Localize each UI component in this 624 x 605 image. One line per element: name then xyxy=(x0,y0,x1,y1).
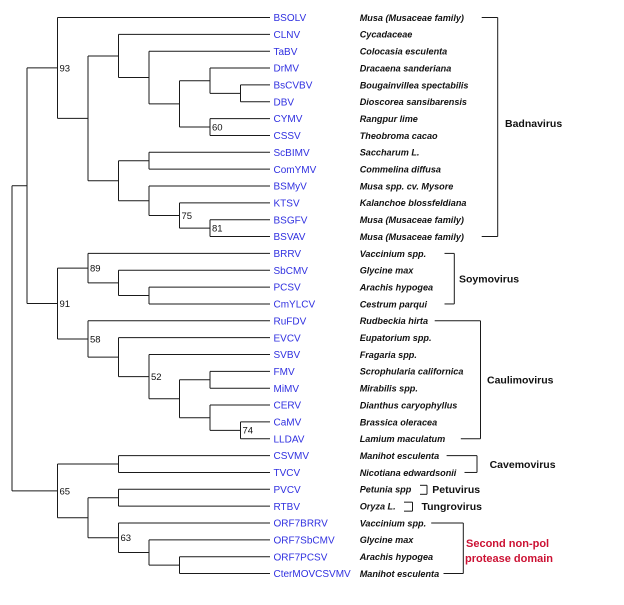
svg-text:Arachis hypogea: Arachis hypogea xyxy=(359,282,433,292)
svg-text:CaMV: CaMV xyxy=(274,418,302,429)
svg-text:MiMV: MiMV xyxy=(274,384,300,395)
svg-text:protease domain: protease domain xyxy=(465,553,553,565)
svg-text:58: 58 xyxy=(90,334,101,345)
svg-text:Nicotiana edwardsonii: Nicotiana edwardsonii xyxy=(360,468,457,478)
svg-text:Dianthus caryophyllus: Dianthus caryophyllus xyxy=(360,400,458,410)
svg-text:Colocasia esculenta: Colocasia esculenta xyxy=(360,46,448,56)
svg-text:Manihot esculenta: Manihot esculenta xyxy=(360,451,439,461)
svg-text:Glycine max: Glycine max xyxy=(360,535,414,545)
svg-text:BSVAV: BSVAV xyxy=(274,232,306,243)
svg-text:TaBV: TaBV xyxy=(274,47,298,58)
svg-text:Tungrovirus: Tungrovirus xyxy=(422,501,483,513)
svg-text:Soymovirus: Soymovirus xyxy=(459,273,519,285)
svg-text:Eupatorium spp.: Eupatorium spp. xyxy=(360,333,432,343)
svg-text:Scrophularia californica: Scrophularia californica xyxy=(360,367,464,377)
svg-text:Saccharum L.: Saccharum L. xyxy=(360,148,420,158)
svg-text:ORF7SbCMV: ORF7SbCMV xyxy=(274,535,335,546)
svg-text:TVCV: TVCV xyxy=(274,468,301,479)
svg-text:89: 89 xyxy=(90,264,101,275)
svg-text:Rangpur lime: Rangpur lime xyxy=(360,114,418,124)
svg-text:CSSV: CSSV xyxy=(274,131,302,142)
svg-text:CLNV: CLNV xyxy=(274,30,301,41)
svg-text:Musa spp. cv. Mysore: Musa spp. cv. Mysore xyxy=(360,181,454,191)
svg-text:BSMyV: BSMyV xyxy=(274,182,308,193)
svg-text:Glycine max: Glycine max xyxy=(360,265,414,275)
svg-text:Musa (Musaceae family): Musa (Musaceae family) xyxy=(360,13,464,23)
svg-text:Petunia spp: Petunia spp xyxy=(360,485,412,495)
svg-text:Arachis hypogea: Arachis hypogea xyxy=(359,552,433,562)
svg-text:CERV: CERV xyxy=(274,401,302,412)
svg-text:BSOLV: BSOLV xyxy=(274,13,307,24)
svg-text:BSGFV: BSGFV xyxy=(274,215,308,226)
svg-text:CSVMV: CSVMV xyxy=(274,451,310,462)
svg-text:91: 91 xyxy=(60,299,71,310)
svg-text:Theobroma cacao: Theobroma cacao xyxy=(360,131,438,141)
svg-text:52: 52 xyxy=(151,372,162,383)
svg-text:Oryza L.: Oryza L. xyxy=(360,501,396,511)
svg-text:PVCV: PVCV xyxy=(274,485,302,496)
svg-text:Cycadaceae: Cycadaceae xyxy=(360,30,413,40)
svg-text:ComYMV: ComYMV xyxy=(274,165,317,176)
svg-text:CmYLCV: CmYLCV xyxy=(274,300,316,311)
svg-text:Fragaria spp.: Fragaria spp. xyxy=(360,350,417,360)
svg-text:Kalanchoe blossfeldiana: Kalanchoe blossfeldiana xyxy=(360,198,467,208)
svg-text:ORF7PCSV: ORF7PCSV xyxy=(274,552,328,563)
svg-text:Musa (Musaceae family): Musa (Musaceae family) xyxy=(360,215,464,225)
svg-text:Brassica oleracea: Brassica oleracea xyxy=(360,417,437,427)
svg-text:DrMV: DrMV xyxy=(274,64,300,75)
svg-text:PCSV: PCSV xyxy=(274,283,302,294)
svg-text:Second non-pol: Second non-pol xyxy=(466,538,549,550)
svg-text:SVBV: SVBV xyxy=(274,350,301,361)
svg-text:Caulimovirus: Caulimovirus xyxy=(487,375,554,387)
svg-text:Mirabilis spp.: Mirabilis spp. xyxy=(360,383,418,393)
svg-text:60: 60 xyxy=(212,122,223,133)
svg-text:RuFDV: RuFDV xyxy=(274,316,307,327)
svg-text:Dioscorea sansibarensis: Dioscorea sansibarensis xyxy=(360,97,467,107)
svg-text:63: 63 xyxy=(121,533,132,544)
svg-text:Cavemovirus: Cavemovirus xyxy=(490,459,556,471)
svg-text:81: 81 xyxy=(212,224,223,235)
svg-text:Dracaena sanderiana: Dracaena sanderiana xyxy=(360,63,452,73)
svg-text:LLDAV: LLDAV xyxy=(274,434,305,445)
svg-text:CterMOVCSVMV: CterMOVCSVMV xyxy=(274,569,352,580)
svg-text:Rudbeckia hirta: Rudbeckia hirta xyxy=(360,316,428,326)
svg-text:ORF7BRRV: ORF7BRRV xyxy=(274,519,329,530)
svg-text:SbCMV: SbCMV xyxy=(274,266,309,277)
svg-text:FMV: FMV xyxy=(274,367,295,378)
svg-text:Lamium maculatum: Lamium maculatum xyxy=(360,434,446,444)
svg-text:DBV: DBV xyxy=(274,97,295,108)
svg-text:Bougainvillea spectabilis: Bougainvillea spectabilis xyxy=(360,80,469,90)
svg-text:BRRV: BRRV xyxy=(274,249,302,260)
svg-text:Musa (Musaceae family): Musa (Musaceae family) xyxy=(360,232,464,242)
svg-text:Vaccinium spp.: Vaccinium spp. xyxy=(360,518,426,528)
svg-text:74: 74 xyxy=(243,426,254,437)
svg-text:Manihot esculenta: Manihot esculenta xyxy=(360,569,439,579)
svg-text:KTSV: KTSV xyxy=(274,198,300,209)
svg-text:75: 75 xyxy=(182,211,193,222)
svg-text:65: 65 xyxy=(60,486,71,497)
svg-text:RTBV: RTBV xyxy=(274,502,301,513)
svg-text:Badnavirus: Badnavirus xyxy=(505,118,562,130)
svg-text:Vaccinium spp.: Vaccinium spp. xyxy=(360,249,426,259)
svg-text:EVCV: EVCV xyxy=(274,333,302,344)
svg-text:ScBIMV: ScBIMV xyxy=(274,148,310,159)
svg-text:CYMV: CYMV xyxy=(274,114,303,125)
svg-text:Commelina diffusa: Commelina diffusa xyxy=(360,164,441,174)
svg-text:BsCVBV: BsCVBV xyxy=(274,81,313,92)
svg-text:Petuvirus: Petuvirus xyxy=(432,484,480,496)
svg-text:93: 93 xyxy=(60,63,71,74)
svg-text:Cestrum parqui: Cestrum parqui xyxy=(360,299,428,309)
